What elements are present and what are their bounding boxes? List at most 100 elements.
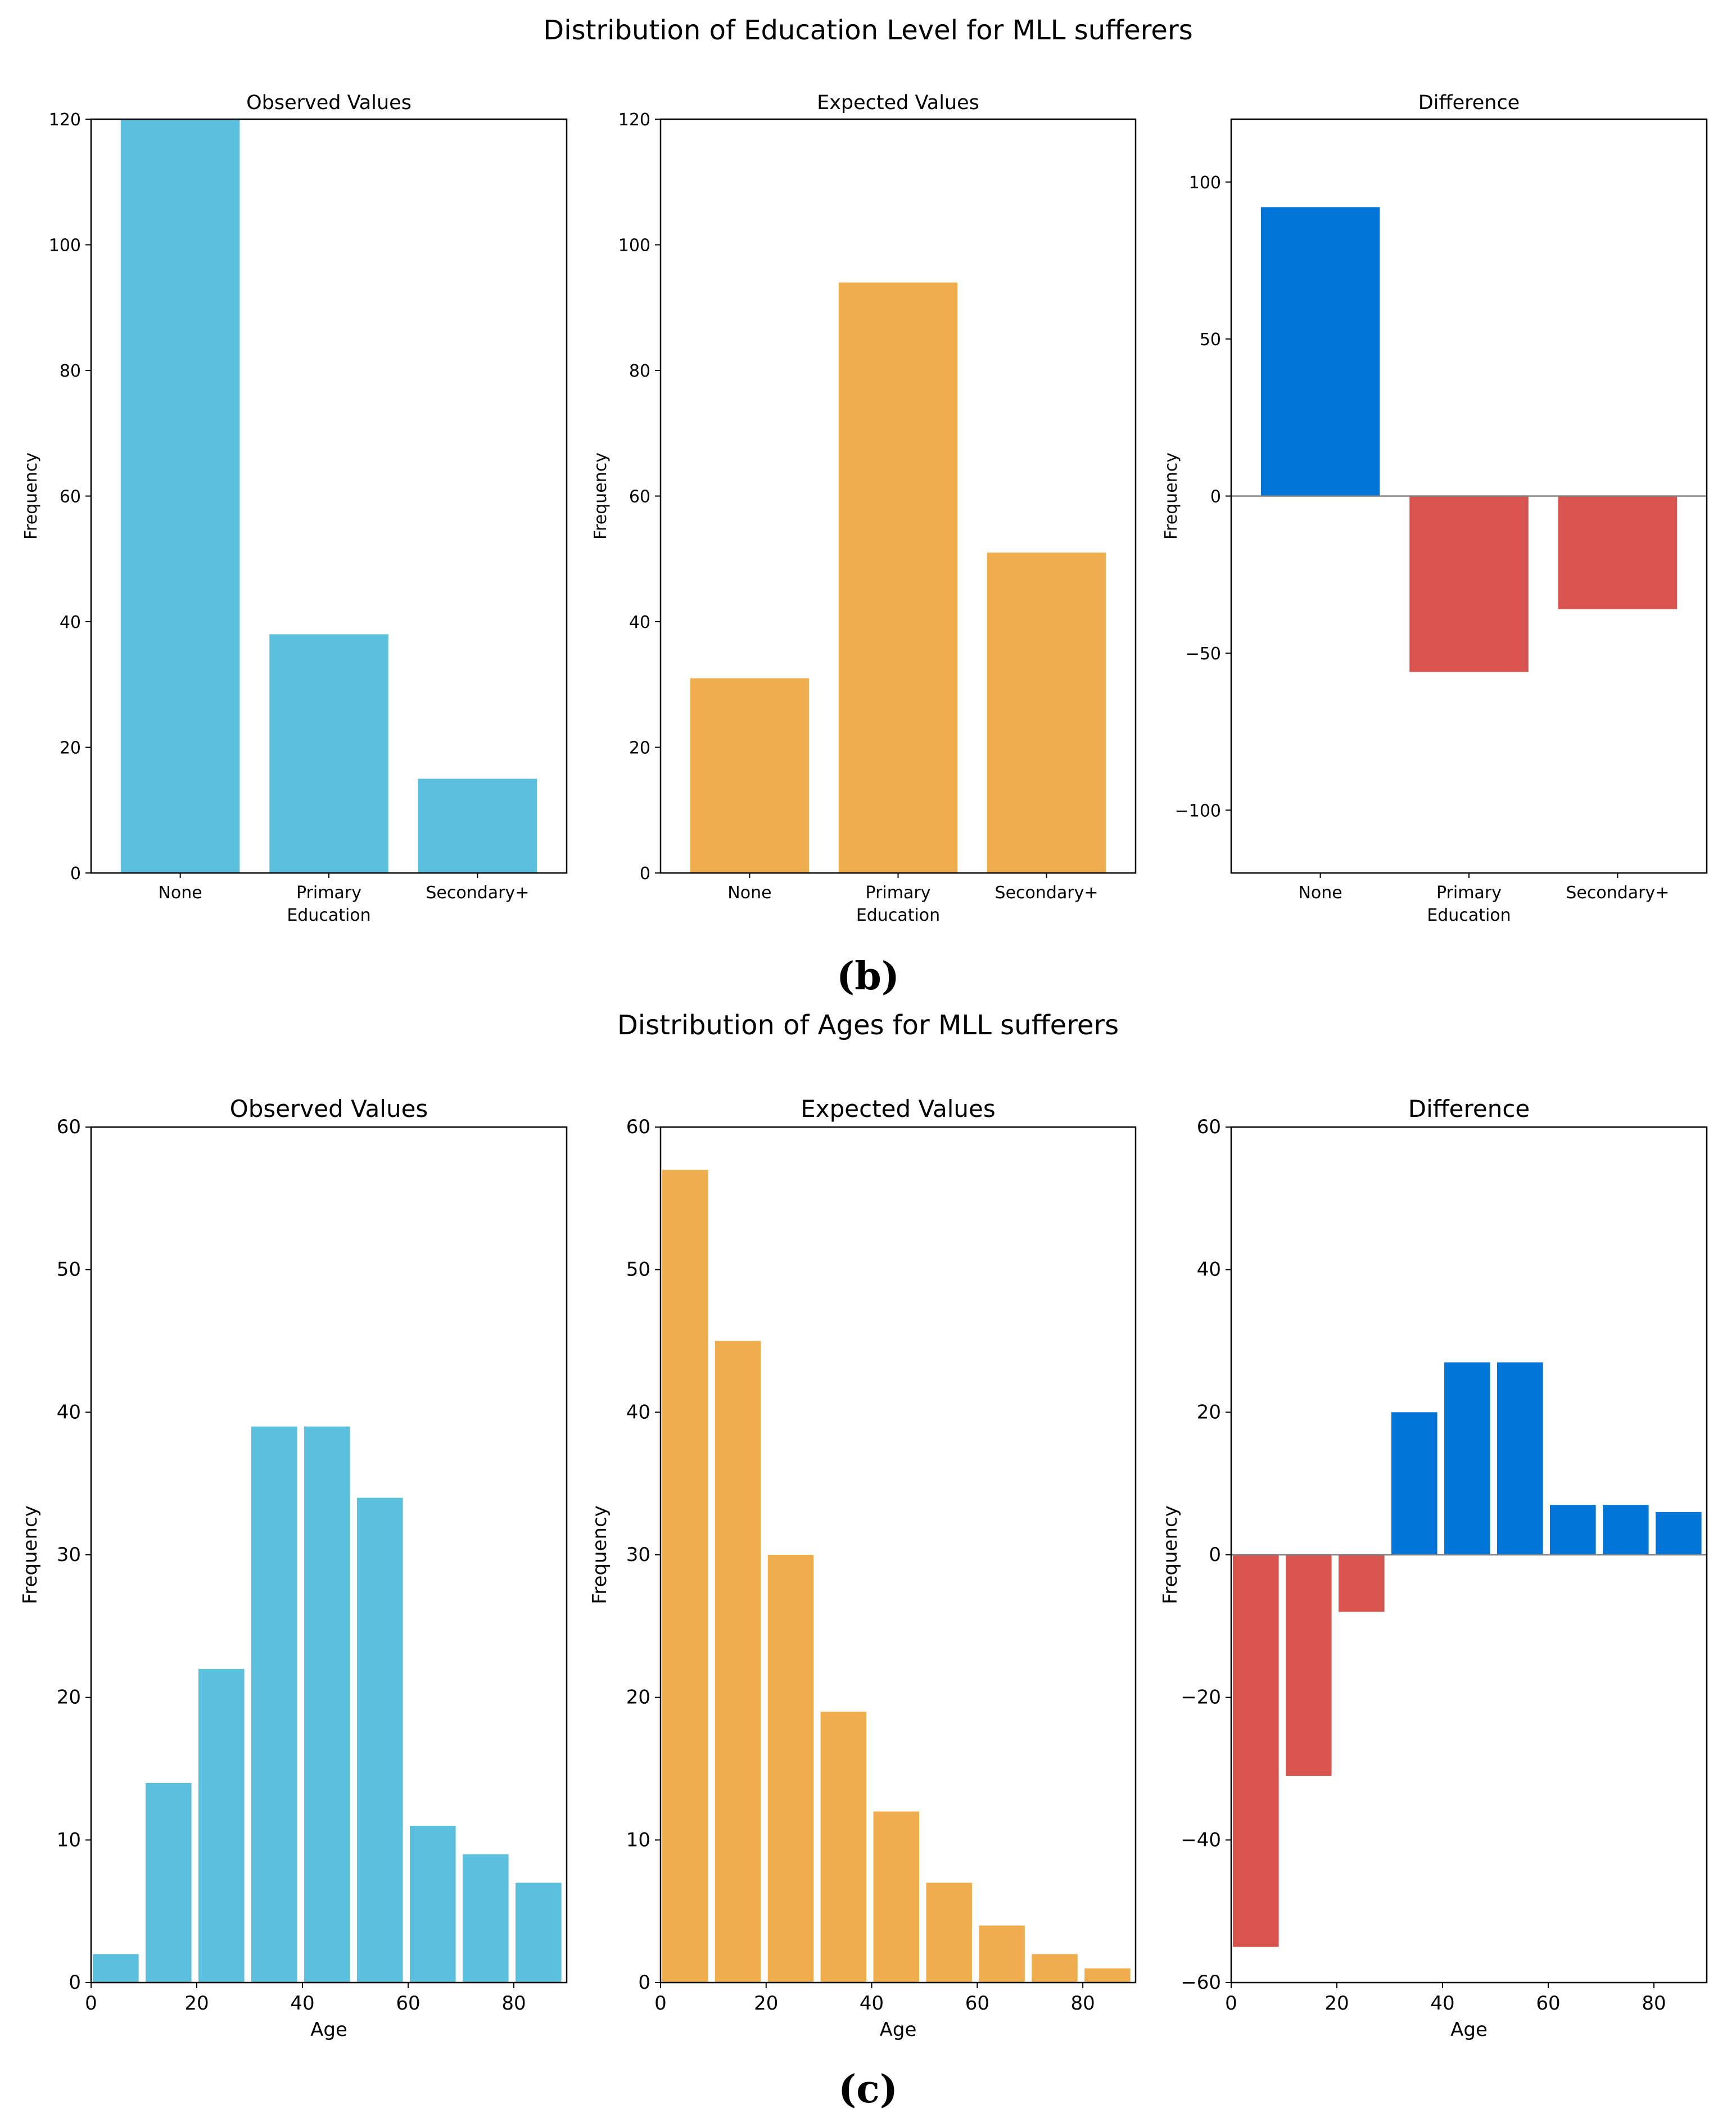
bar — [1286, 1555, 1332, 1776]
x-tick-label: Secondary+ — [995, 883, 1098, 903]
bar — [1558, 496, 1678, 609]
bar — [516, 1883, 562, 1983]
y-tick-label: −100 — [1175, 801, 1221, 821]
y-tick-label: 100 — [1189, 173, 1221, 193]
y-axis-label: Frequency — [591, 453, 611, 540]
panel-label: (c) — [838, 2067, 898, 2112]
y-tick-label: 20 — [60, 739, 81, 758]
y-tick-label: 30 — [626, 1544, 650, 1566]
axes-2: 0 20 40 60 80 Age −60 −40 −20 0 20 40 60 Difference Fr… — [1159, 1095, 1708, 2041]
y-tick-label: −60 — [1181, 1971, 1221, 1994]
y-tick-label: 60 — [629, 487, 650, 507]
y-tick-label: 20 — [626, 1686, 650, 1709]
y-tick-label: 40 — [60, 613, 81, 632]
axes-title: Difference — [1418, 92, 1520, 114]
axes-frame — [90, 118, 568, 874]
bar — [1656, 1512, 1702, 1555]
bar — [873, 1811, 920, 1983]
x-tick-label: 0 — [1225, 1992, 1237, 2015]
x-axis-label: Age — [1450, 2019, 1488, 2041]
y-tick-label: 60 — [60, 487, 81, 507]
y-tick-label: 30 — [57, 1544, 81, 1566]
bar — [820, 1712, 867, 1983]
bar — [1339, 1555, 1385, 1612]
y-tick-label: 60 — [626, 1116, 650, 1138]
axes-frame — [90, 1126, 568, 1984]
x-tick-label: 20 — [754, 1992, 778, 2015]
y-tick-label: 40 — [626, 1401, 650, 1423]
bar — [987, 553, 1106, 873]
x-tick-label: None — [727, 883, 771, 903]
y-tick-label: −40 — [1181, 1829, 1221, 1851]
bar — [251, 1426, 297, 1983]
y-tick-label: 120 — [618, 110, 650, 130]
bar — [662, 1170, 708, 1983]
axes-frame — [1230, 118, 1708, 874]
y-tick-label: 10 — [626, 1829, 650, 1851]
x-tick-label: 20 — [184, 1992, 209, 2015]
bar — [690, 678, 810, 873]
bar — [926, 1883, 972, 1983]
y-tick-label: 100 — [618, 236, 650, 256]
chart-figure-0: Distribution of Education Level for MLL … — [21, 15, 1708, 999]
bar — [418, 779, 537, 873]
axes-frame — [659, 118, 1137, 874]
y-tick-label: 50 — [57, 1259, 81, 1281]
y-tick-label: 20 — [57, 1686, 81, 1709]
y-tick-label: 40 — [57, 1401, 81, 1423]
bar — [1391, 1412, 1437, 1555]
x-tick-label: 80 — [1070, 1992, 1095, 2015]
bar — [1260, 207, 1380, 496]
x-tick-label: 60 — [965, 1992, 989, 2015]
x-tick-label: 80 — [1642, 1992, 1666, 2015]
y-axis-label: Frequency — [21, 453, 41, 540]
x-tick-label: None — [158, 883, 202, 903]
panel-label: (b) — [837, 954, 899, 999]
bar — [1497, 1362, 1543, 1555]
bar — [1550, 1505, 1596, 1555]
bar — [93, 1954, 139, 1983]
bar — [1084, 1968, 1131, 1983]
y-tick-label: 60 — [1197, 1116, 1221, 1138]
bar — [304, 1426, 350, 1983]
x-tick-label: 40 — [860, 1992, 884, 2015]
y-tick-label: 20 — [1197, 1401, 1221, 1423]
bar — [463, 1854, 509, 1983]
x-tick-label: None — [1298, 883, 1342, 903]
bar — [410, 1825, 456, 1983]
y-tick-label: 100 — [49, 236, 81, 256]
y-axis-label: Frequency — [1161, 453, 1181, 540]
axes-title: Difference — [1408, 1095, 1530, 1123]
bar — [1032, 1954, 1078, 1983]
bar — [357, 1497, 403, 1983]
bar — [1603, 1505, 1649, 1555]
y-tick-label: −50 — [1186, 644, 1221, 664]
axes-title: Expected Values — [801, 1095, 996, 1123]
y-tick-label: 80 — [60, 361, 81, 381]
axes-title: Observed Values — [246, 92, 412, 114]
y-tick-label: −20 — [1181, 1686, 1221, 1709]
x-tick-label: Secondary+ — [1566, 883, 1669, 903]
x-tick-label: 40 — [1430, 1992, 1454, 2015]
x-tick-label: Primary Education — [287, 883, 370, 925]
y-tick-label: 50 — [626, 1259, 650, 1281]
x-axis-label: Age — [310, 2019, 347, 2041]
x-tick-label: 0 — [85, 1992, 97, 2015]
figure-title: Distribution of Ages for MLL sufferers — [617, 1010, 1119, 1041]
bar — [1409, 496, 1529, 672]
axes-2: None Primary Education Secondary+ −100 −50 0 50… — [1161, 92, 1708, 925]
bar — [979, 1925, 1025, 1983]
y-tick-label: 0 — [69, 1971, 81, 1994]
bar — [767, 1555, 814, 1983]
y-axis-label: Frequency — [19, 1505, 42, 1604]
y-axis-label: Frequency — [1159, 1505, 1182, 1604]
y-tick-label: 80 — [629, 361, 650, 381]
x-axis-label: Age — [880, 2019, 917, 2041]
x-tick-label: 60 — [396, 1992, 420, 2015]
y-tick-label: 60 — [57, 1116, 81, 1138]
bar — [1444, 1362, 1490, 1555]
axes-title: Observed Values — [230, 1095, 428, 1123]
x-tick-label: 60 — [1536, 1992, 1560, 2015]
x-tick-label: 20 — [1324, 1992, 1349, 2015]
x-tick-label: 0 — [654, 1992, 667, 2015]
